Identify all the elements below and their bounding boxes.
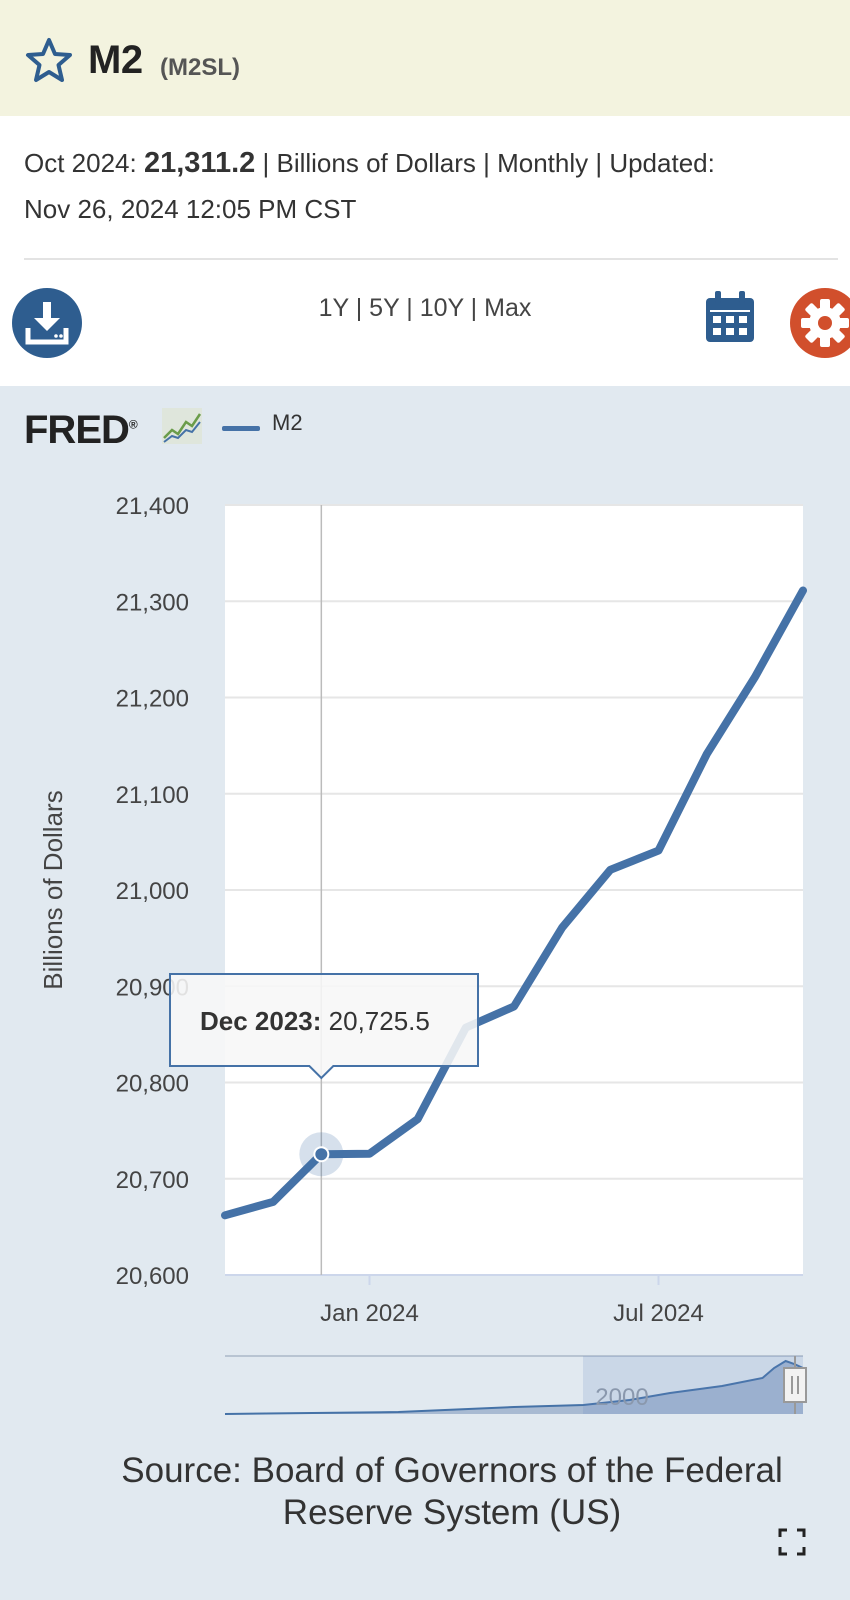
source-note: Source: Board of Governors of the Federa… (0, 1450, 850, 1534)
range-separator: | (348, 294, 370, 322)
navigator-handle[interactable] (783, 1367, 807, 1403)
y-tick-label: 21,400 (116, 493, 189, 520)
range-separator: | (463, 294, 485, 322)
series-details: | Billions of Dollars | Monthly | Update… (262, 148, 715, 178)
series-meta: Oct 2024: 21,311.2 | Billions of Dollars… (24, 140, 824, 232)
page-title: M2 (88, 38, 143, 82)
navigator-area (225, 1361, 803, 1414)
fred-trend-icon (162, 408, 202, 444)
gear-icon[interactable] (790, 288, 850, 358)
y-axis-label: Billions of Dollars (38, 790, 68, 989)
y-tick-label: 21,200 (116, 686, 189, 713)
calendar-icon[interactable] (704, 290, 756, 344)
x-tick-label: Jul 2024 (613, 1300, 704, 1327)
y-tick-label: 21,300 (116, 589, 189, 616)
series-code: (M2SL) (160, 54, 240, 81)
tooltip-text: Dec 2023: 20,725.5 (200, 1006, 430, 1036)
source-line-2: Reserve System (US) (282, 1493, 622, 1532)
navigator-label: 2000 (595, 1384, 648, 1411)
series-header: M2 (M2SL) (0, 0, 850, 116)
source-line-1: Source: Board of Governors of the Federa… (121, 1451, 783, 1490)
fred-logo-text: FRED (24, 408, 130, 452)
tooltip-label: Dec 2023: (200, 1006, 321, 1036)
hover-point (313, 1146, 330, 1163)
navigator-line (224, 1359, 804, 1415)
range-selector: 1Y | 5Y | 10Y | Max (0, 294, 850, 323)
x-tick-label: Jan 2024 (320, 1300, 419, 1327)
download-icon[interactable] (12, 288, 82, 358)
tooltip-value: 20,725.5 (321, 1006, 429, 1036)
range-10y[interactable]: 10Y (419, 294, 464, 322)
range-separator: | (399, 294, 420, 322)
y-tick-label: 20,700 (116, 1167, 189, 1194)
y-tick-label: 21,000 (116, 878, 189, 905)
latest-value: 21,311.2 (143, 147, 256, 179)
chart-area: FRED® M2 20,600 20,700 20,800 20,900 21,000 2… (0, 386, 850, 1600)
range-5y[interactable]: 5Y (369, 294, 400, 322)
y-tick-label: 21,100 (116, 782, 189, 809)
navigator-mask (583, 1356, 803, 1414)
y-tick-label: 20,800 (116, 1071, 189, 1098)
line-chart[interactable]: 20,60020,70020,80020,90021,00021,10021,2… (0, 386, 850, 1600)
fred-logo-mark: ® (128, 417, 138, 432)
star-icon[interactable] (24, 36, 74, 86)
legend-swatch (222, 426, 260, 431)
tooltip-box (169, 973, 479, 1080)
fullscreen-icon[interactable] (778, 1528, 806, 1556)
fred-logo[interactable]: FRED® (24, 408, 138, 453)
latest-period: Oct 2024: (24, 148, 137, 178)
y-tick-label: 20,600 (116, 1263, 189, 1290)
range-max[interactable]: Max (484, 294, 532, 322)
divider (24, 258, 838, 260)
range-1y[interactable]: 1Y (318, 294, 349, 322)
updated-date: Nov 26, 2024 12:05 PM CST (24, 194, 357, 224)
chart-toolbar: 1Y | 5Y | 10Y | Max (0, 262, 850, 386)
legend-entry[interactable]: M2 (272, 410, 303, 435)
